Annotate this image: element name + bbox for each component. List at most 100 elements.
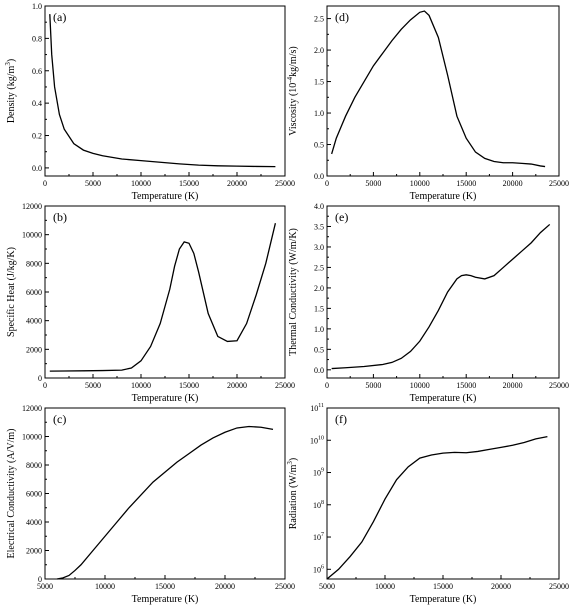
x-tick-label: 15000 [433,582,453,591]
x-tick-label: 15000 [179,381,199,390]
x-tick-label: 0 [43,179,47,188]
panel-a: 0 5000 10000 15000 20000 25000 0.0 0.2 0.4 0.6 0.8… [4,2,295,202]
y-axis-label: Thermal Conductivity (W/m/K) [288,228,299,356]
x-axis-label: Temperature (K) [410,594,477,605]
x-tick-label: 10000 [131,179,151,188]
plot-frame [44,5,286,177]
y-tick-label: 2000 [26,345,42,354]
x-tick-label: 5000 [37,582,53,591]
y-tick-label: 2.0 [314,46,324,55]
y-tick-label: 3.0 [314,243,324,252]
y-tick-label: 0.8 [32,34,42,43]
panel-label: (d) [335,10,349,24]
y-tick-label: 1.5 [314,78,324,87]
plot-frame [326,407,560,580]
y-tick-label: 6000 [26,490,42,499]
x-tick-label: 25000 [275,381,295,390]
x-tick-label: 10000 [131,381,151,390]
y-tick-label: 1.0 [314,325,324,334]
y-tick-label: 2000 [26,547,42,556]
x-tick-label: 5000 [365,381,381,390]
x-tick-label: 20000 [491,582,511,591]
x-tick-label: 0 [325,381,329,390]
y-axis-label: Electrical Conductivity (A/V/m) [6,429,17,559]
y-tick-label: 0.0 [32,164,42,173]
y-tick-label: 10000 [22,231,42,240]
x-tick-label: 25000 [549,582,569,591]
x-tick-label: 15000 [179,179,199,188]
y-tick-label: 0.2 [32,132,42,141]
series-line [56,425,274,580]
panel-label: (e) [335,210,348,224]
series-line [331,223,551,370]
x-tick-label: 20000 [503,179,523,188]
x-tick-label: 20000 [227,381,247,390]
panel-c: 5000 10000 15000 20000 25000 0 2000 4000 6000 800… [6,404,295,605]
x-tick-label: 20000 [227,179,247,188]
panel-label: (f) [335,412,347,426]
series-line [326,435,548,580]
x-tick-label: 15000 [456,179,476,188]
y-tick-label: 0.0 [314,366,324,375]
x-tick-label: 10000 [410,381,430,390]
x-axis-label: Temperature (K) [132,594,199,605]
x-tick-label: 25000 [549,381,569,390]
y-tick-label: 0 [38,374,42,383]
x-tick-label: 25000 [549,179,569,188]
y-tick-label: 8000 [26,461,42,470]
y-tick-label: 4.0 [314,202,324,211]
y-tick-label: 4000 [26,518,42,527]
y-tick-label: 2.5 [314,15,324,24]
y-tick-label: 4000 [26,317,42,326]
plot-frame [326,205,560,379]
y-tick-label: 2.0 [314,284,324,293]
panel-label: (a) [53,10,66,24]
series-line [49,14,276,168]
panel-f: 5000 10000 15000 20000 25000 106 107 108 109 1010… [286,403,569,605]
x-tick-label: 15000 [155,582,175,591]
panel-b: 0 5000 10000 15000 20000 25000 0 2000 4000 6000 80… [6,202,295,404]
y-tick-label: 0.5 [314,345,324,354]
panel-e: 0 5000 10000 15000 20000 25000 0.0 0.5 1.0 1.5 2.0… [288,202,569,404]
y-tick-label: 1.0 [314,109,324,118]
y-tick-label: 12000 [22,404,42,413]
x-tick-label: 10000 [95,582,115,591]
x-tick-label: 5000 [319,582,335,591]
y-axis-label: Specific Heat (J/kg/K) [6,247,17,337]
panel-d: 0 5000 10000 15000 20000 25000 0.0 0.5 1.0 1.5 2.0… [286,5,569,202]
plot-frame [44,407,286,580]
x-tick-label: 0 [43,381,47,390]
x-axis-label: Temperature (K) [410,191,477,202]
y-tick-label: 1010 [310,435,324,445]
y-tick-label: 109 [313,468,324,478]
y-axis-label: Viscosity (10-4kg/m/s) [286,46,299,135]
x-tick-label: 5000 [365,179,381,188]
y-tick-label: 10000 [22,433,42,442]
series-line [49,223,277,372]
y-tick-label: 0.5 [314,141,324,150]
x-tick-label: 20000 [503,381,523,390]
x-axis-label: Temperature (K) [132,393,199,404]
x-tick-label: 25000 [275,582,295,591]
y-tick-label: 8000 [26,259,42,268]
y-tick-label: 6000 [26,288,42,297]
plot-frame [44,205,286,379]
x-axis-label: Temperature (K) [410,393,477,404]
y-tick-label: 107 [313,532,324,542]
y-tick-label: 0.6 [32,67,42,76]
y-tick-label: 106 [313,564,324,574]
x-axis-label: Temperature (K) [132,191,199,202]
x-tick-label: 0 [325,179,329,188]
y-tick-label: 1.5 [314,304,324,313]
x-tick-label: 25000 [275,179,295,188]
y-tick-label: 0.4 [32,99,42,108]
y-tick-label: 1011 [310,403,324,413]
x-tick-label: 5000 [85,381,101,390]
panel-label: (c) [53,412,66,426]
y-tick-label: 0 [38,575,42,584]
x-tick-label: 5000 [85,179,101,188]
y-tick-label: 3.5 [314,222,324,231]
panel-label: (b) [53,210,67,224]
y-tick-label: 12000 [22,202,42,211]
